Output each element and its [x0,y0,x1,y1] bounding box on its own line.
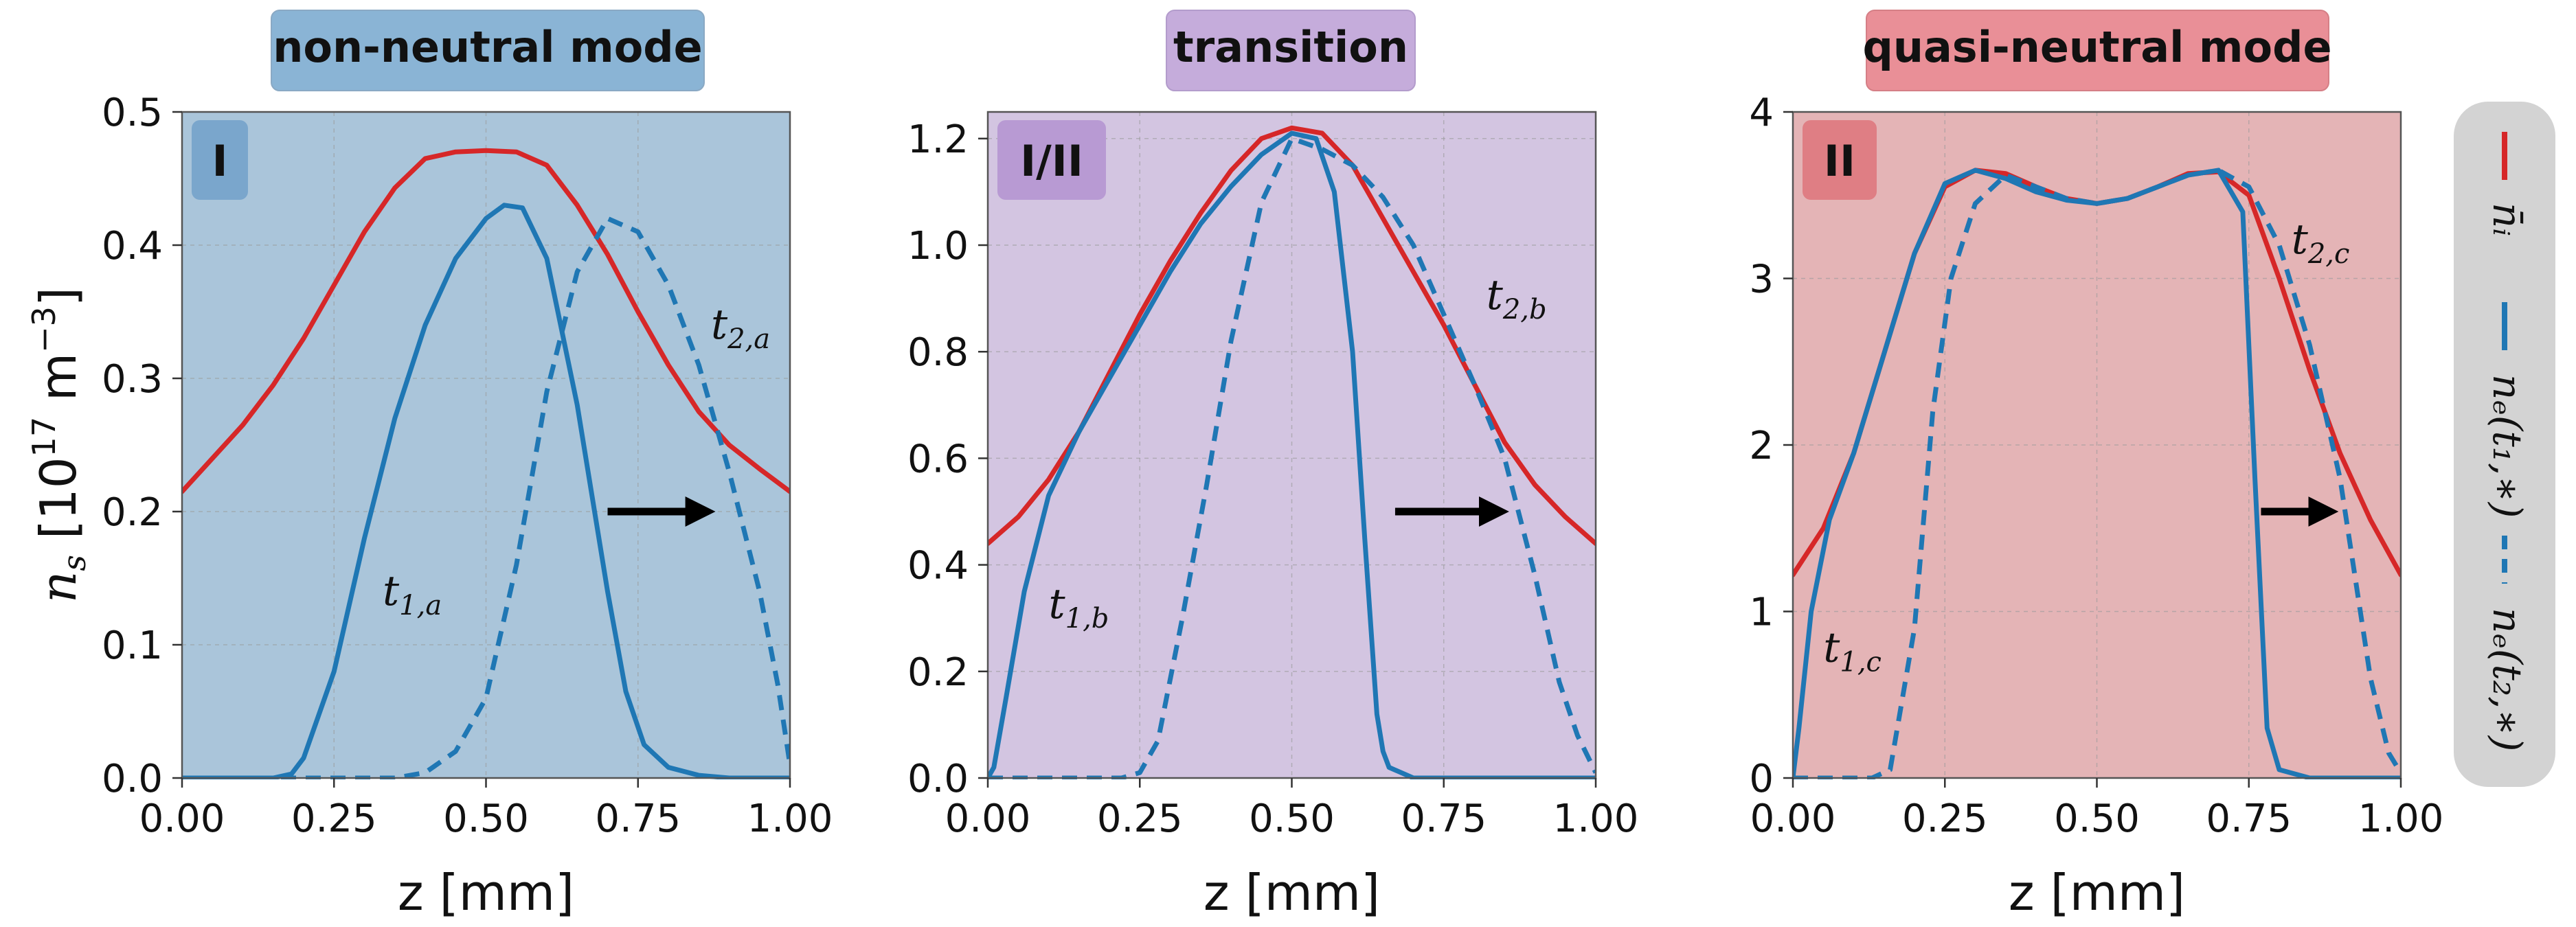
panel-3-annotation-2: t2,c [2292,216,2350,270]
panel-2-y-tick-label-2: 0.4 [907,544,969,588]
panel-1-series-ion [182,148,790,494]
panel-1-x-axis-label: z [mm] [398,864,574,922]
panel-2-series-t2 [988,136,1596,779]
panel-1-title: non-neutral mode [273,22,702,72]
panel-2-annotation-2: t2,b [1487,271,1547,325]
panel-3-series-t2 [1793,168,2401,779]
legend-electron-t1-label: nₑ(t₁,∗) [2484,374,2531,518]
panel-3-y-tick-label-1: 1 [1749,591,1774,635]
panel-3-x-tick-label-1: 0.25 [1902,797,1988,841]
panel-2: transition t1,b t2,b I/II 0.00 0.25 0.50 0.75 1… [907,10,1638,922]
panel-2-title-box [1166,10,1416,91]
panel-1-y-tick-label-4: 0.4 [102,224,163,268]
panel-1-y-tick-label-2: 0.2 [102,490,163,535]
panel-2-title: transition [1173,22,1408,72]
panel-2-y-tick-label-5: 1.0 [907,224,969,268]
panel-3-title-box [1866,10,2329,91]
panel-2-y-tick-label-3: 0.6 [907,437,969,481]
panel-1-annotation-1: t1,a [383,567,442,621]
panel-1: non-neutral mode t1,a t2,a I 0.00 0.25 0.50 0.… [102,10,833,922]
panel-1-y-tick-label-5: 0.5 [102,91,163,135]
panel-1-series-t1 [182,203,790,779]
panel-2-y-tick-label-6: 1.2 [907,117,969,162]
panel-1-tag: I [212,136,227,186]
panel-1-annotation-2: t2,a [711,301,770,355]
panel-2-x-tick-label-0: 0.00 [945,797,1031,841]
panel-1-x-tick-label-3: 0.75 [595,797,681,841]
panel-2-tag: I/II [1020,136,1083,186]
panel-3-y-tick-label-0: 0 [1749,757,1774,801]
panel-3-x-axis-label: z [mm] [2009,864,2185,922]
panel-2-series-t1 [988,130,1596,779]
y-axis-label: ns [1017 m−3] [25,287,93,603]
legend-box [2454,102,2555,787]
panel-3-annotation-1: t1,c [1823,623,1882,678]
panel-1-x-tick-label-1: 0.25 [291,797,377,841]
panel-3-y-tick-label-4: 4 [1749,91,1774,135]
panel-1-y-tick-label-0: 0.0 [102,757,163,801]
panel-3-tag: II [1824,136,1855,186]
panel-2-plot: t1,b t2,b I/II 0.00 0.25 0.50 0.75 1.00 0.0 0.2 0.… [907,111,1639,922]
panel-3-tag-box [1803,120,1877,200]
panel-2-y-tick-label-0: 0.0 [907,757,969,801]
panel-3-x-tick-label-3: 0.75 [2206,797,2292,841]
panel-3-x-tick-label-0: 0.00 [1750,797,1836,841]
panel-2-annotation-1: t1,b [1049,580,1109,634]
panel-1-y-tick-label-3: 0.3 [102,357,163,402]
panel-3: quasi-neutral mode t1,c t2,c II 0.00 0.25 0.5… [1749,10,2443,922]
legend-electron-t2-label: nₑ(t₂,∗) [2484,608,2531,752]
panel-1-x-tick-label-0: 0.00 [139,797,225,841]
panel-1-tag-box [192,120,248,200]
panel-1-title-box [271,10,705,91]
panel-2-x-tick-label-4: 1.00 [1553,797,1639,841]
legend: n̄ᵢ nₑ(t₁,∗) nₑ(t₂,∗) [2454,102,2555,787]
panel-1-x-tick-label-4: 1.00 [747,797,833,841]
panel-2-x-tick-label-3: 0.75 [1401,797,1487,841]
panel-3-y-tick-label-3: 3 [1749,258,1774,302]
panel-2-y-tick-label-1: 0.2 [907,650,969,695]
panel-1-y-tick-label-1: 0.1 [102,623,163,668]
panel-3-x-tick-label-4: 1.00 [2358,797,2444,841]
panel-3-plot: t1,c t2,c II 0.00 0.25 0.50 0.75 1.00 0 1 2 3 4 z [mm… [1749,91,2443,922]
panel-3-y-tick-label-2: 2 [1749,424,1774,468]
panel-3-x-tick-label-2: 0.50 [2054,797,2140,841]
panel-1-series-t2 [182,216,790,779]
legend-ion-label: n̄ᵢ [2484,203,2531,236]
panel-1-x-tick-label-2: 0.50 [443,797,529,841]
panel-1-plot: t1,a t2,a I 0.00 0.25 0.50 0.75 1.00 0.0 0.1 0.2 0.… [102,91,833,922]
panel-2-y-tick-label-4: 0.8 [907,330,969,375]
panel-2-x-tick-label-1: 0.25 [1097,797,1183,841]
panel-2-x-axis-label: z [mm] [1204,864,1380,922]
panel-3-title: quasi-neutral mode [1862,22,2331,72]
panel-2-tag-box [997,120,1106,200]
panel-2-x-tick-label-2: 0.50 [1249,797,1335,841]
